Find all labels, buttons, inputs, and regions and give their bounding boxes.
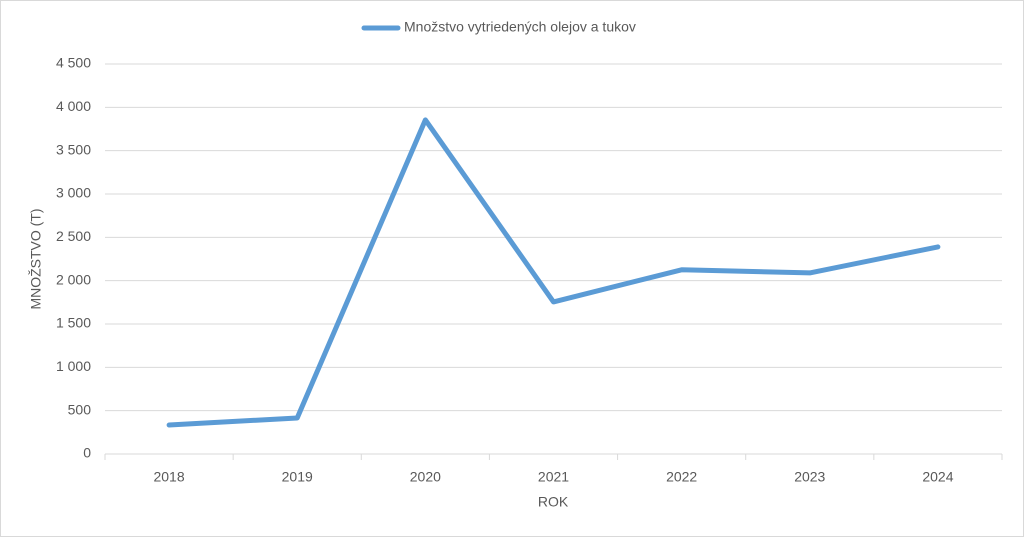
y-tick-label: 4 500 xyxy=(56,55,91,71)
y-tick-label: 3 500 xyxy=(56,141,91,157)
x-tick-label: 2022 xyxy=(666,469,697,485)
y-tick-label: 4 000 xyxy=(56,98,91,114)
x-tick-label: 2023 xyxy=(794,469,825,485)
data-line xyxy=(166,117,941,428)
y-tick-label: 2 000 xyxy=(56,271,91,287)
x-tick-label: 2020 xyxy=(410,469,441,485)
x-tick-label: 2018 xyxy=(153,469,184,485)
y-axis-label: MNOŽSTVO (T) xyxy=(28,208,44,309)
y-tick-label: 3 000 xyxy=(56,185,91,201)
x-tick-label: 2024 xyxy=(922,469,953,485)
x-axis-label: ROK xyxy=(538,494,569,510)
y-tick-label: 1 500 xyxy=(56,315,91,331)
y-tick-label: 2 500 xyxy=(56,228,91,244)
y-tick-label: 1 000 xyxy=(56,358,91,374)
x-tick-label: 2019 xyxy=(282,469,313,485)
y-tick-label: 0 xyxy=(83,445,91,461)
legend-label: Množstvo vytriedených olejov a tukov xyxy=(404,19,636,35)
x-tick-label: 2021 xyxy=(538,469,569,485)
y-tick-label: 500 xyxy=(68,401,92,417)
